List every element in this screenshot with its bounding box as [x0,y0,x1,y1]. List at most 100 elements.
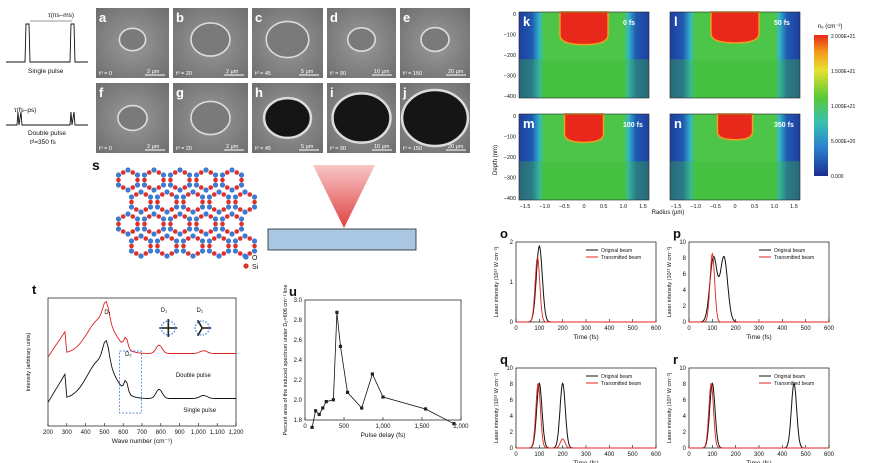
si-atom [199,204,206,210]
o-atom [168,177,173,183]
o-atom [221,251,227,256]
sem-crater [265,20,310,59]
sem-delay-label: tᵈ = 0 [99,70,112,77]
si-atom [219,172,226,178]
chart-o-xtick: 200 [558,326,569,332]
o-atom [237,251,243,256]
o-atom [224,229,230,234]
chart-r-xtick: 100 [707,452,718,458]
chart-r-ytick: 10 [679,366,686,372]
si-atom [128,238,135,244]
map-xtick: 0 [733,204,736,210]
si-atom [242,189,248,195]
inset-d2: D₂ [197,308,204,314]
si-atom [125,211,131,217]
high-density-region [716,113,754,141]
sem-panel-letter: a [99,10,107,25]
si-atom [225,194,232,200]
o-atom [161,221,166,227]
si-atom [134,216,141,222]
si-atom [138,253,144,259]
chart-o-ytick: 0 [510,320,514,326]
map-xtick: 0.5 [600,204,608,210]
si-atom [229,231,235,237]
chart-u-letter: u [289,284,297,299]
chart-p-ytick: 6 [683,272,687,278]
o-atom [200,243,205,249]
map-ytick: −400 [504,94,516,100]
si-atom [238,226,245,232]
chart-t-xlabel: Wave number (cm⁻¹) [112,438,173,445]
si-atom [177,167,183,173]
si-atom [115,216,122,222]
chart-p-ytick: 4 [683,288,687,294]
o-atom [220,177,225,183]
chart-q-ytick: 8 [510,382,514,388]
chart-q-xtick: 300 [581,452,592,458]
si-atom [219,226,226,232]
chart-u-ylabel: Percent area of the induced spectrum und… [283,284,289,435]
sem-crater [420,26,450,53]
chart-q-ytick: 2 [510,430,514,436]
chart-t-frame [47,297,237,427]
chart-r-letter: r [673,352,678,367]
chart-p-xtick: 100 [707,326,718,332]
si-atom [225,238,232,244]
density-depth-fade [670,59,800,98]
o-atom [135,177,140,183]
colorbar-tick: 2.000E+21 [831,34,856,40]
chart-r-ytick: 8 [683,382,687,388]
si-atom [164,253,170,259]
si-atom [251,204,258,210]
map-xtick: −1.0 [539,204,550,210]
delay-data-point [381,395,385,399]
density-maps: k 0 fs 0 −100 −200 −300 −400 l 50 fs m 100 fs 0 −100… [493,11,856,216]
chart-p-xtick: 300 [754,326,765,332]
si-atom [186,172,193,178]
map-xtick: −1.0 [690,204,701,210]
si-atom [115,172,122,178]
si-atom [147,204,154,210]
o-atom [146,229,152,234]
o-atom [142,221,147,227]
original-beam-trace [689,255,829,323]
sem-delay-label: tᵈ = 90 [330,70,346,77]
sem-panel-letter: d [330,10,338,25]
si-atom [203,167,209,173]
si-atom [151,167,157,173]
chart-u-frame [304,299,462,421]
o-atom [198,185,204,190]
si-atom [216,189,222,195]
sem-scale-label: 2 µm [147,69,160,75]
si-atom [128,204,135,210]
o-atom [195,207,201,212]
delay-data-point [360,406,364,410]
sem-crater [346,26,377,53]
si-atom [251,194,258,200]
o-atom [130,170,136,175]
sem-crater [190,100,231,136]
o-atom [247,251,253,256]
si-atom [180,204,187,210]
o-atom [182,229,188,234]
chart-q-xlabel: Time (fs) [573,460,598,463]
o-atom [148,243,153,249]
si-atom [238,216,245,222]
map-letter: l [674,14,678,29]
o-atom [135,221,140,227]
colorbar-tick: 1.000E+21 [831,104,856,110]
si-atom [193,226,200,232]
pulse-schematic: τ(ns–ms) Single pulse τ(fs–ps) Double pulse… [6,12,88,146]
si-atom [151,231,157,237]
o-atom [237,207,243,212]
o-atom [156,229,162,234]
sem-panel-letter: f [99,85,104,100]
o-atom [185,251,191,256]
o-atom [146,170,152,175]
sem-scale-label: 20 µm [448,69,464,75]
o-atom [208,214,214,219]
o-atom [116,177,121,183]
legend-single-pulse: Single pulse [183,408,216,414]
si-atom [242,209,248,215]
o-atom [239,221,244,227]
